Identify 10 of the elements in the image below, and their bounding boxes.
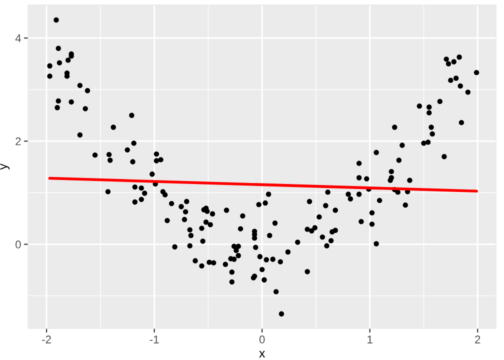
x-tick-label: 0 <box>259 336 265 344</box>
x-tick-label: 2 <box>475 336 480 344</box>
x-axis-title: x <box>259 350 266 358</box>
x-tick-label: -2 <box>42 336 51 344</box>
y-tick-label: 4 <box>15 34 21 42</box>
y-tick-label: 2 <box>16 137 21 146</box>
y-tick-label: 0 <box>16 240 21 248</box>
x-tick-label: 1 <box>368 336 372 344</box>
y-axis-title: y <box>0 164 10 170</box>
x-tick-label: -1 <box>150 336 159 344</box>
